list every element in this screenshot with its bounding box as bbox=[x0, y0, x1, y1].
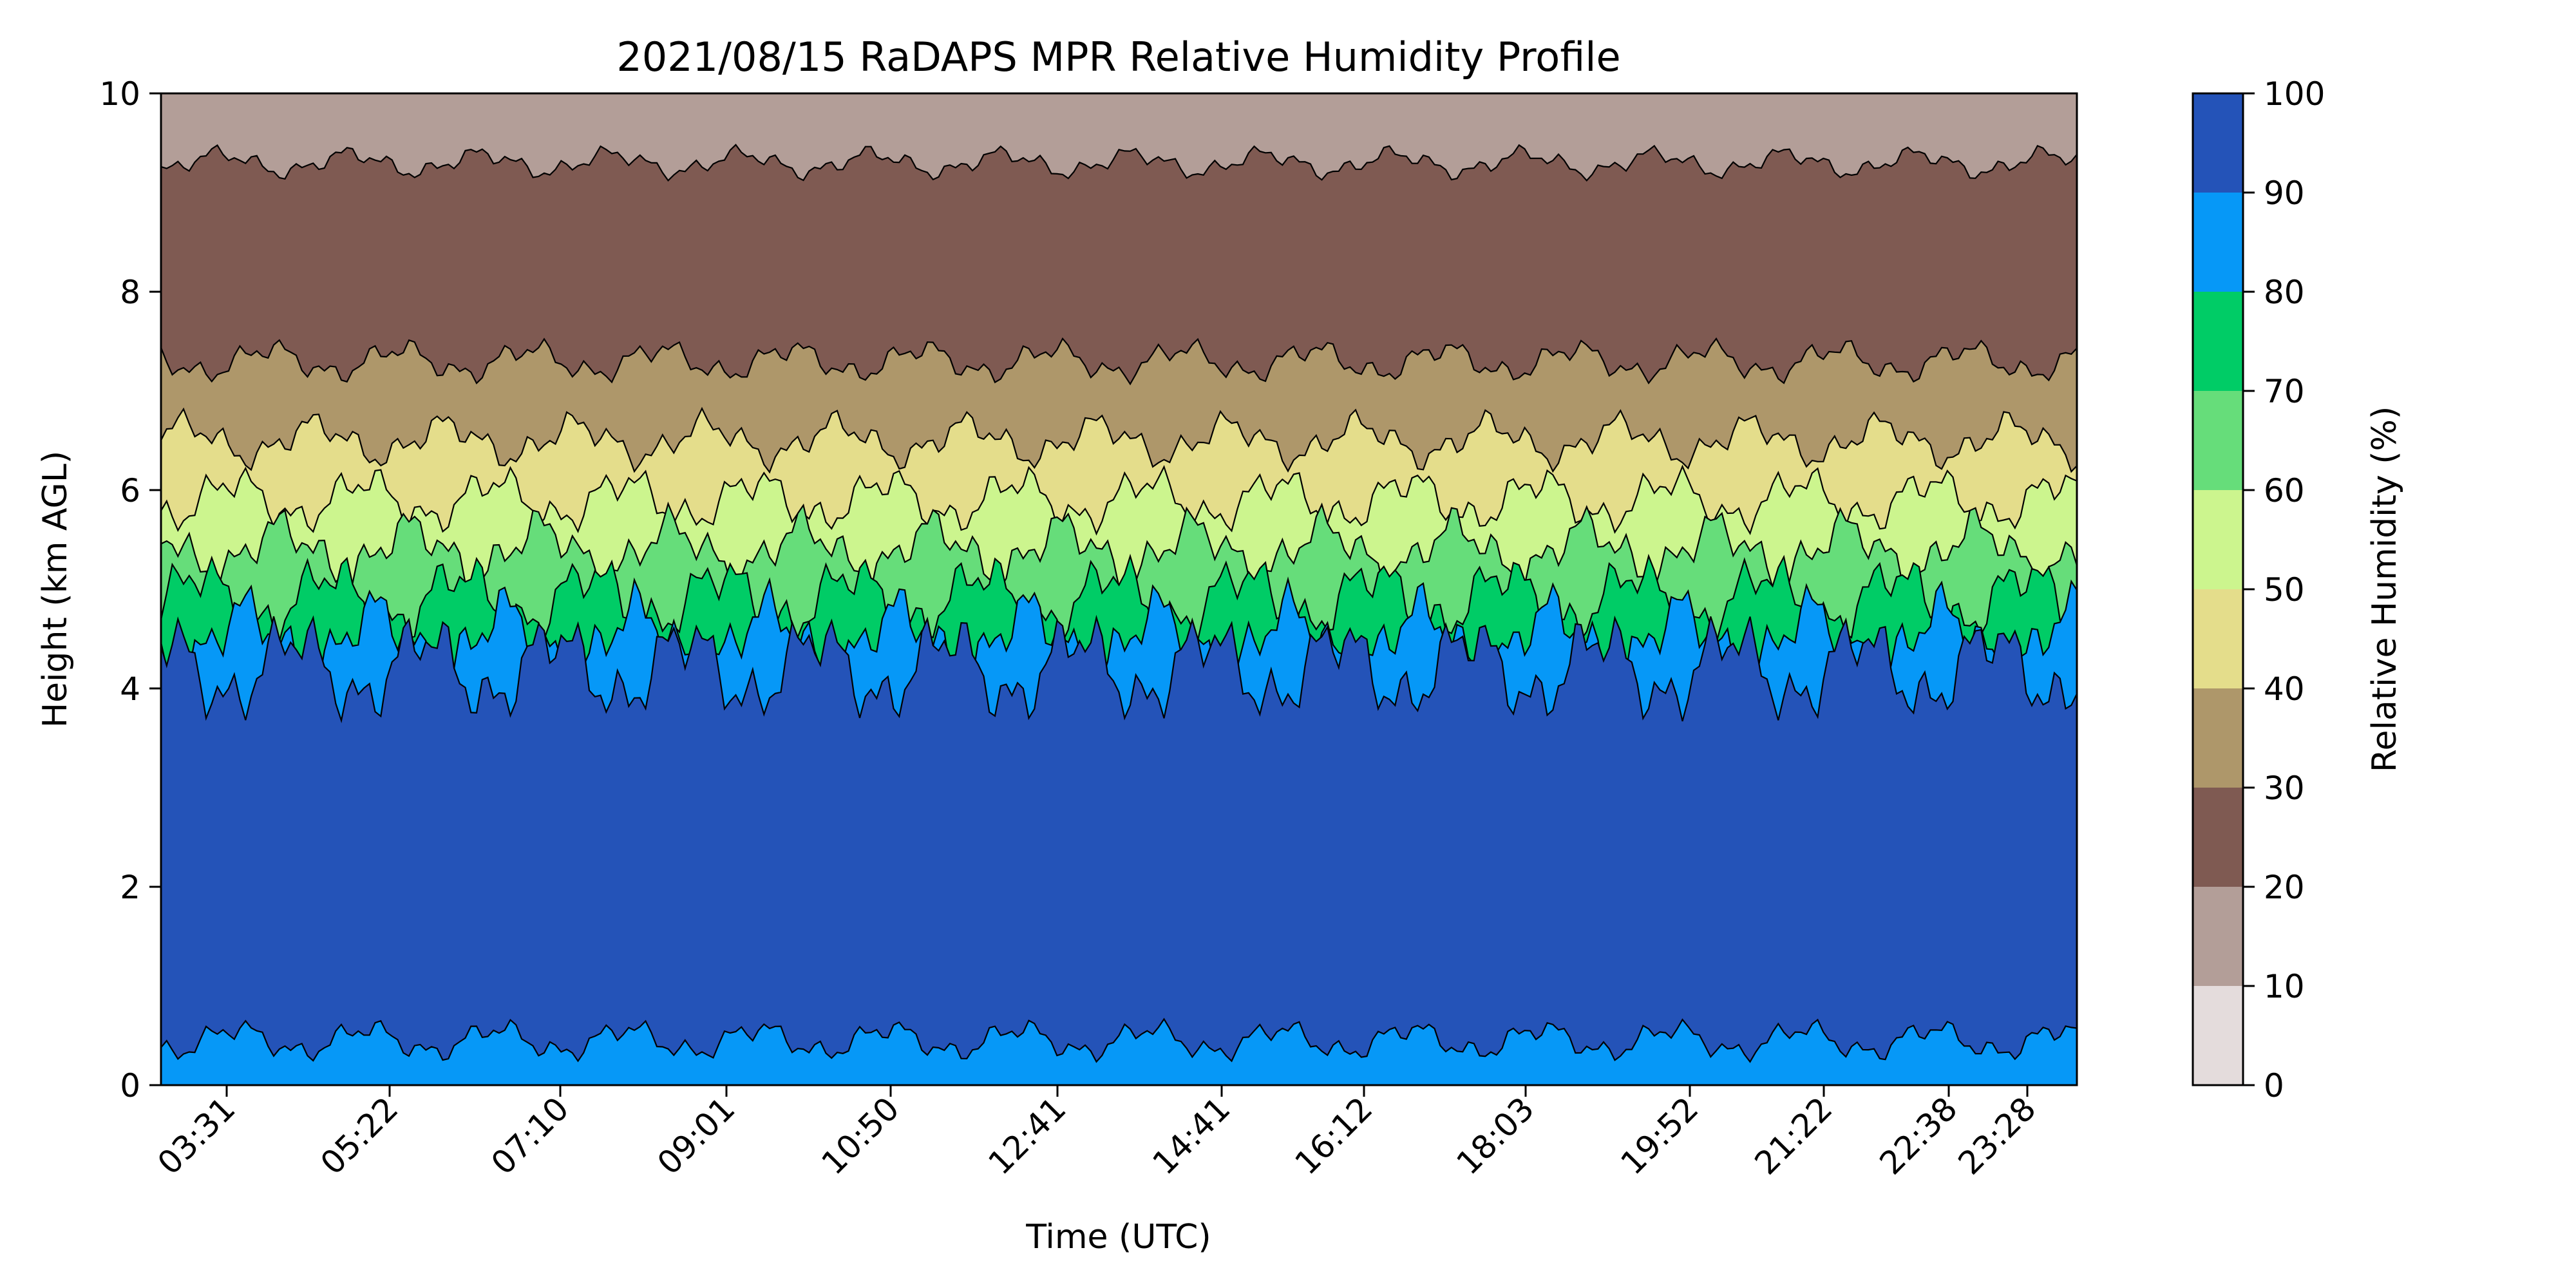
x-tick-label: 23:28 bbox=[1951, 1090, 2043, 1182]
y-tick-label: 0 bbox=[120, 1067, 140, 1104]
colorbar-tick-label: 50 bbox=[2264, 571, 2305, 609]
y-tick-label: 6 bbox=[120, 472, 140, 509]
colorbar-swatch-70 bbox=[2193, 292, 2243, 391]
x-tick-label: 07:10 bbox=[484, 1090, 576, 1182]
x-tick-label: 19:52 bbox=[1614, 1090, 1706, 1182]
y-tick-label: 2 bbox=[120, 869, 140, 906]
contour-plot-area bbox=[161, 93, 2077, 1085]
y-axis-label: Height (km AGL) bbox=[36, 451, 75, 728]
colorbar-swatch-90 bbox=[2193, 93, 2243, 193]
x-tick-label: 16:12 bbox=[1288, 1090, 1380, 1182]
colorbar-tick-label: 10 bbox=[2264, 968, 2305, 1005]
x-tick-label: 14:41 bbox=[1146, 1090, 1238, 1182]
y-tick-label: 8 bbox=[120, 274, 140, 311]
colorbar: 0 10 20 30 40 50 60 70 80 90 100 bbox=[2192, 75, 2325, 1104]
x-tick-label: 10:50 bbox=[815, 1090, 907, 1182]
rh-contour-30 bbox=[161, 337, 2077, 386]
rh-contour-70 bbox=[161, 553, 2077, 646]
rh-band-surface bbox=[161, 1019, 2077, 1085]
rh-contour-90 bbox=[161, 614, 2077, 724]
colorbar-swatch-30 bbox=[2193, 688, 2243, 788]
colorbar-swatch-60 bbox=[2193, 391, 2243, 490]
y-tick-label: 10 bbox=[99, 75, 140, 113]
y-axis: 0 2 4 6 8 10 bbox=[99, 75, 161, 1104]
colorbar-tick-label: 60 bbox=[2264, 472, 2305, 509]
y-tick-label: 4 bbox=[120, 670, 140, 708]
x-tick-label: 03:31 bbox=[151, 1090, 243, 1182]
colorbar-tick-label: 30 bbox=[2264, 770, 2305, 807]
x-tick-label: 09:01 bbox=[650, 1090, 743, 1182]
colorbar-tick-label: 40 bbox=[2264, 670, 2305, 708]
rh-contour-surface bbox=[161, 1018, 2077, 1063]
colorbar-tick-label: 80 bbox=[2264, 274, 2305, 311]
x-tick-label: 21:22 bbox=[1748, 1090, 1840, 1182]
plot-frame bbox=[160, 92, 2078, 1086]
colorbar-swatch-0 bbox=[2193, 986, 2243, 1085]
chart-title: 2021/08/15 RaDAPS MPR Relative Humidity … bbox=[616, 33, 1620, 80]
colorbar-swatch-40 bbox=[2193, 589, 2243, 688]
colorbar-tick-label: 0 bbox=[2264, 1067, 2284, 1104]
colorbar-swatch-10 bbox=[2193, 887, 2243, 986]
rh-contour-50 bbox=[161, 464, 2077, 536]
colorbar-label: Relative Humidity (%) bbox=[2365, 406, 2404, 773]
rh-contour-20 bbox=[161, 144, 2077, 182]
rh-contour-40 bbox=[161, 406, 2077, 474]
x-tick-label: 05:22 bbox=[314, 1090, 406, 1182]
x-tick-label: 12:41 bbox=[981, 1090, 1074, 1182]
rh-band-90 bbox=[161, 616, 2077, 1085]
x-tick-label: 22:38 bbox=[1873, 1090, 1965, 1182]
colorbar-swatch-80 bbox=[2193, 193, 2243, 292]
colorbar-swatch-50 bbox=[2193, 490, 2243, 589]
x-tick-label: 18:03 bbox=[1450, 1090, 1542, 1182]
colorbar-tick-label: 100 bbox=[2264, 75, 2325, 113]
colorbar-tick-label: 70 bbox=[2264, 373, 2305, 410]
colorbar-tick-label: 90 bbox=[2264, 175, 2305, 212]
colorbar-tick-label: 20 bbox=[2264, 869, 2305, 906]
x-axis-label: Time (UTC) bbox=[1025, 1218, 1211, 1256]
colorbar-swatch-20 bbox=[2193, 788, 2243, 887]
x-axis: 03:31 05:22 07:10 09:01 10:50 12:41 14:41 16:12… bbox=[151, 1085, 2043, 1182]
